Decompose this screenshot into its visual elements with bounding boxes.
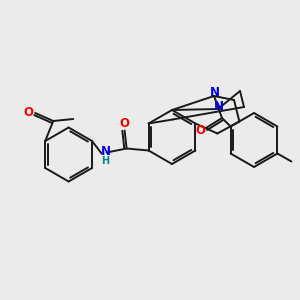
Text: O: O [120, 117, 130, 130]
Text: N: N [100, 145, 111, 158]
Text: N: N [214, 100, 224, 113]
Text: O: O [23, 106, 33, 118]
Text: H: H [102, 155, 110, 166]
Text: N: N [210, 86, 220, 100]
Text: O: O [195, 124, 205, 137]
